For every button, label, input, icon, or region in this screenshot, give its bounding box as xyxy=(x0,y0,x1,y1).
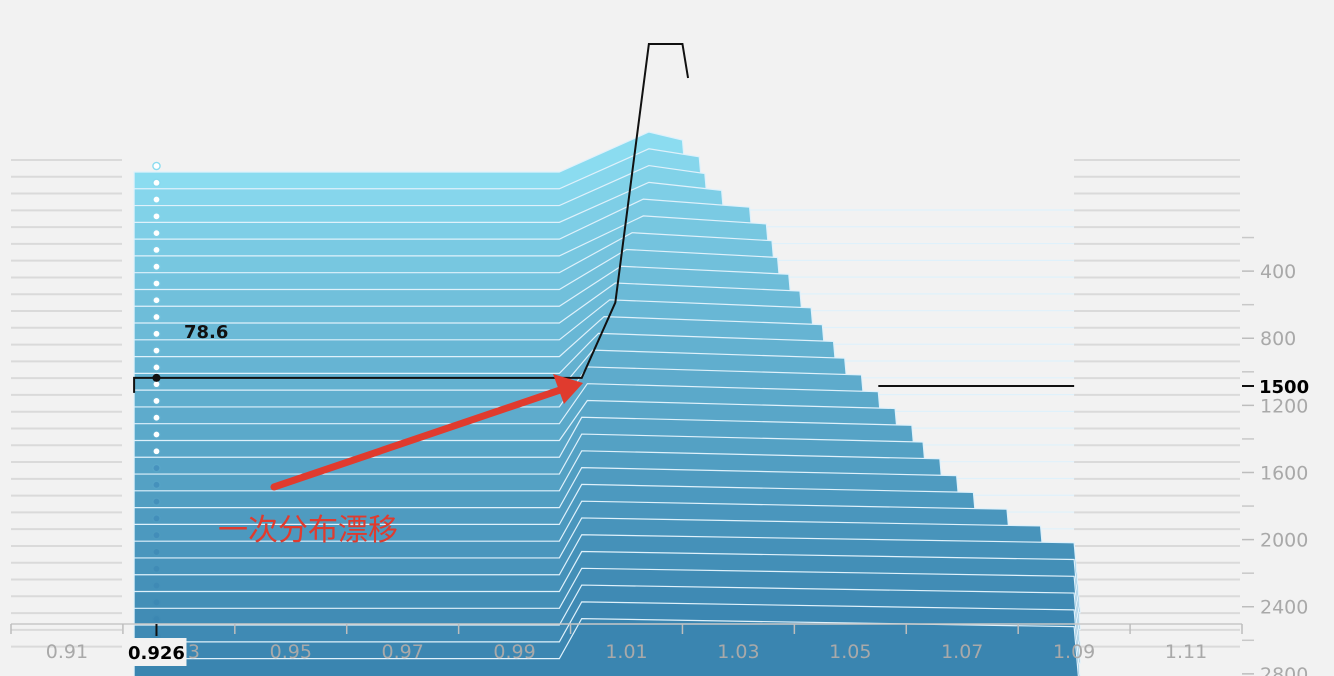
highlight-x-label: 0.926 xyxy=(128,643,185,664)
dot-300 xyxy=(152,212,161,221)
dot-1700 xyxy=(152,446,161,456)
dot-500 xyxy=(152,245,161,255)
dot-1000 xyxy=(152,329,161,339)
y-axis: 400 800 1200 1600 2000 2400 2800 1500 xyxy=(1242,236,1316,676)
x-tick-label: 0.99 xyxy=(493,641,535,663)
y-tick-label: 800 xyxy=(1260,328,1296,350)
x-tick-label: 1.03 xyxy=(717,641,759,663)
distribution-dots xyxy=(152,161,161,657)
dot-100 xyxy=(152,178,161,188)
y-tick-label: 1600 xyxy=(1260,462,1308,484)
distribution-areas xyxy=(133,131,1081,676)
dot-2200 xyxy=(152,530,161,540)
drift-annotation-label: 一次分布漂移 xyxy=(218,513,398,548)
y-tick-label: 400 xyxy=(1260,261,1296,283)
y-tick-label: 2000 xyxy=(1260,530,1308,552)
dot-0 xyxy=(152,161,161,171)
highlight-y-label: 1500 xyxy=(1259,377,1309,398)
dot-700 xyxy=(152,279,161,288)
highlight-y-backdrop xyxy=(1256,374,1316,398)
dot-600 xyxy=(152,262,161,271)
highlight-layer: 78.6 xyxy=(133,43,1075,393)
x-tick-label: 1.09 xyxy=(1053,641,1095,663)
background-lines xyxy=(11,159,1240,648)
dot-2700 xyxy=(152,614,161,624)
x-axis: 0.910.930.950.970.991.011.031.051.071.09… xyxy=(10,623,1243,666)
dot-400 xyxy=(152,228,161,238)
dot-2500 xyxy=(152,581,161,590)
dot-2300 xyxy=(152,547,161,557)
annotation-layer: 一次分布漂移 xyxy=(218,374,583,548)
y-tick-label: 2400 xyxy=(1260,597,1308,619)
x-tick-label: 1.11 xyxy=(1165,641,1207,663)
highlight-x-backdrop xyxy=(126,638,187,666)
x-tick-label: 0.97 xyxy=(382,641,424,663)
y-tick-label: 2800 xyxy=(1260,664,1308,676)
dot-1600 xyxy=(152,430,161,439)
highlight-outline xyxy=(133,43,690,393)
dot-1200 xyxy=(152,363,161,372)
dot-2400 xyxy=(152,564,161,574)
x-tick-label: 0.91 xyxy=(46,641,88,663)
dot-1100 xyxy=(152,346,161,355)
dot-2100 xyxy=(152,514,161,523)
x-tick-label: 0.95 xyxy=(270,641,312,663)
dot-900 xyxy=(152,312,161,322)
dot-200 xyxy=(152,195,161,204)
dot-1900 xyxy=(152,480,161,490)
dot-2600 xyxy=(152,598,161,607)
dot-800 xyxy=(152,295,161,305)
y-tick-label: 1200 xyxy=(1260,395,1308,417)
highlight-value-label: 78.6 xyxy=(184,322,228,343)
x-tick-label: 1.07 xyxy=(941,641,983,663)
x-tick-label: 1.01 xyxy=(605,641,647,663)
dot-1400 xyxy=(152,396,161,406)
drift-arrow-head xyxy=(553,374,583,404)
highlight-dot xyxy=(152,373,161,382)
drift-arrow-shaft xyxy=(270,384,570,491)
dot-1800 xyxy=(152,463,161,473)
dot-2000 xyxy=(152,497,161,506)
ridge-area-2900 xyxy=(133,618,1079,676)
x-tick-label: 1.05 xyxy=(829,641,871,663)
dot-1500 xyxy=(152,413,161,423)
